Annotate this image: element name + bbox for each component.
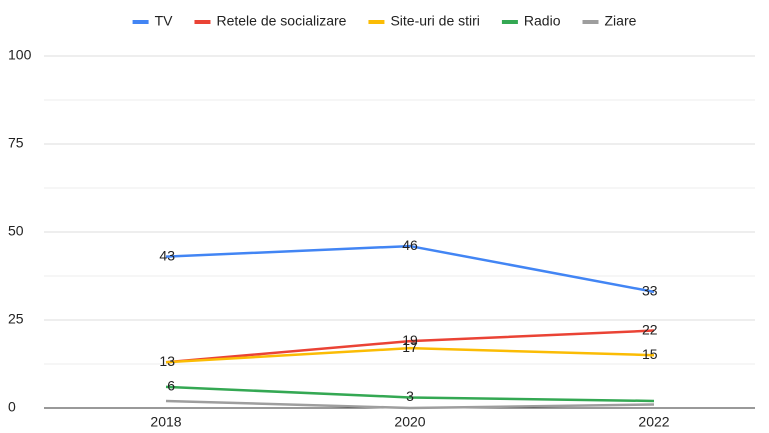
- data-label: 6: [167, 378, 175, 394]
- y-tick-label: 75: [8, 135, 24, 151]
- series-line: [165, 399, 655, 410]
- legend-label: Ziare: [605, 13, 637, 29]
- y-tick-label: 100: [8, 47, 32, 63]
- x-tick-label: 2018: [150, 414, 181, 430]
- y-tick-label: 0: [8, 399, 16, 415]
- data-label: 17: [402, 339, 418, 355]
- legend-swatch: [194, 20, 211, 24]
- data-label: 46: [402, 237, 418, 253]
- legend-label: Site-uri de stiri: [390, 13, 479, 29]
- legend-swatch: [501, 20, 518, 24]
- data-label: 43: [159, 247, 175, 263]
- legend-swatch: [368, 20, 385, 24]
- data-label: 13: [159, 353, 175, 369]
- data-label: 33: [642, 283, 658, 299]
- legend-swatch: [582, 20, 599, 24]
- y-tick-label: 50: [8, 223, 24, 239]
- legend-swatch: [132, 20, 149, 24]
- series-line: [165, 244, 655, 294]
- data-label: 15: [642, 346, 658, 362]
- data-label: 19: [402, 332, 418, 348]
- series-line: [165, 329, 655, 364]
- series-line: [165, 385, 655, 403]
- legend: TV Retele de socializare Site-uri de stiri…: [132, 13, 637, 29]
- data-label: 3: [406, 388, 414, 404]
- legend-label: Retele de socializare: [216, 13, 346, 29]
- data-label: 22: [642, 321, 658, 337]
- legend-label: Radio: [524, 13, 561, 29]
- series-line: [165, 346, 655, 364]
- y-tick-label: 25: [8, 311, 24, 327]
- x-tick-label: 2020: [394, 414, 425, 430]
- legend-label: TV: [155, 13, 174, 29]
- x-tick-label: 2022: [638, 414, 669, 430]
